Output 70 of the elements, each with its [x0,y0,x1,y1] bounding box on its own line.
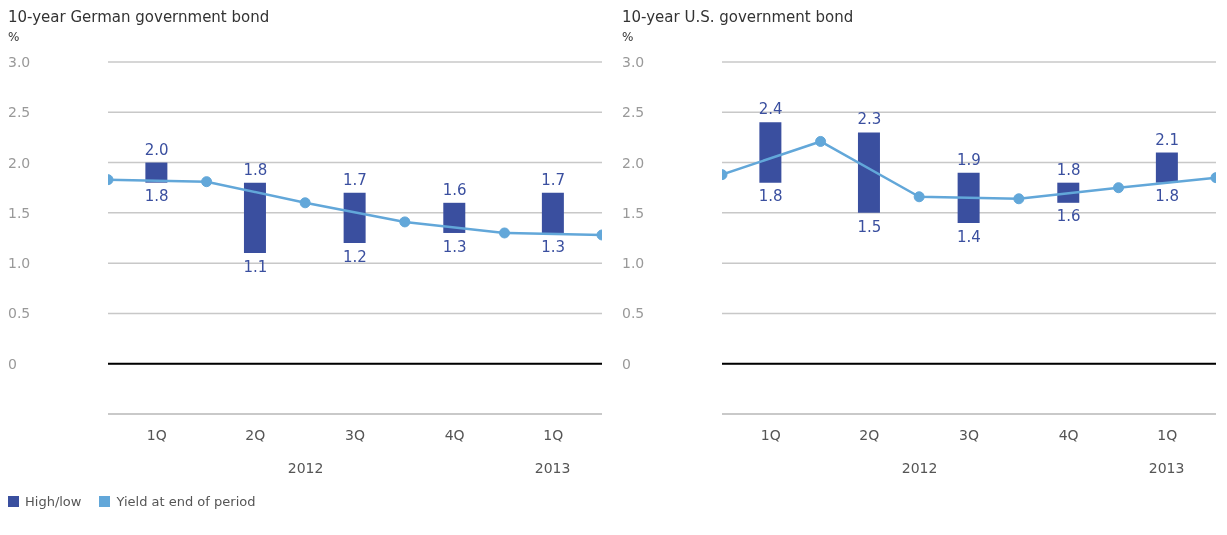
annotation: 1.7 [541,170,566,189]
y-axis-title: % [622,30,635,46]
annotation: 1.8 [1155,187,1180,206]
bar [243,182,266,254]
annotation: 1.3 [541,237,566,256]
x-tick-label: 1Q [146,426,167,443]
y-tick-label: 1.5 [8,204,31,221]
annotation: 1.8 [1056,160,1081,179]
legend-label: Yield at end of period [116,494,256,509]
bar [1155,152,1178,183]
legend-label: High/low [25,494,82,509]
x-tick-label: 4Q [1058,426,1079,443]
annotation: 1.4 [957,227,981,246]
x-tick-label: 3Q [959,426,979,443]
chart-title: 10-year U.S. government bond [622,8,855,28]
x-tick-label: 4Q [444,426,465,443]
y-tick-label: 2.0 [622,154,645,171]
text: 2012 [901,460,938,476]
annotation: 1.8 [758,187,783,206]
text: 2013 [1148,460,1185,476]
x-tick-label: 1Q [543,426,564,443]
point [913,191,925,203]
point [201,176,213,188]
point [299,197,311,209]
x-tick-label: 3Q [345,426,365,443]
x-tick-label: 1Q [1157,426,1178,443]
bar [957,172,980,223]
bar [443,202,466,233]
annotation: 1.6 [1056,207,1081,226]
annotation: 1.2 [343,247,367,266]
bar [759,122,782,183]
y-tick-label: 0.5 [622,305,645,322]
bar [857,132,880,213]
annotation: 1.5 [857,217,882,236]
y-axis-title: % [8,30,21,46]
y-tick-label: 3.0 [622,53,645,70]
annotation: 1.1 [243,257,268,276]
y-tick-label: 2.0 [8,154,31,171]
point [815,135,827,147]
annotation: 2.4 [758,100,783,119]
y-tick-label: 0.5 [8,305,31,322]
bar [343,192,366,244]
y-tick-label: 0 [622,355,631,372]
x-tick-label: 2Q [859,426,880,443]
point [1013,193,1025,205]
y-tick-label: 3.0 [8,53,31,70]
y-tick-label: 1.0 [622,255,645,272]
annotation: 1.7 [343,170,367,189]
annotation: 2.3 [857,110,882,129]
annotation: 1.3 [442,237,467,256]
x-tick-label: 2Q [245,426,266,443]
text: 2013 [534,460,571,476]
annotation: 2.1 [1155,130,1180,149]
point [1113,182,1124,194]
y-tick-label: 0 [8,355,17,372]
y-tick-label: 1.5 [622,204,645,221]
text: 2012 [287,460,324,476]
point [499,227,510,239]
y-tick-label: 2.5 [8,104,31,121]
annotation: 1.8 [243,160,268,179]
bar [541,192,564,233]
x-tick-label: 1Q [760,426,781,443]
chart-title: 10-year German government bond [8,8,271,28]
point [399,216,411,228]
annotation: 1.6 [442,180,467,199]
y-tick-label: 1.0 [8,255,31,272]
annotation: 1.9 [957,150,981,169]
y-tick-label: 2.5 [622,104,645,121]
annotation: 2.0 [144,140,169,159]
annotation: 1.8 [144,187,169,206]
